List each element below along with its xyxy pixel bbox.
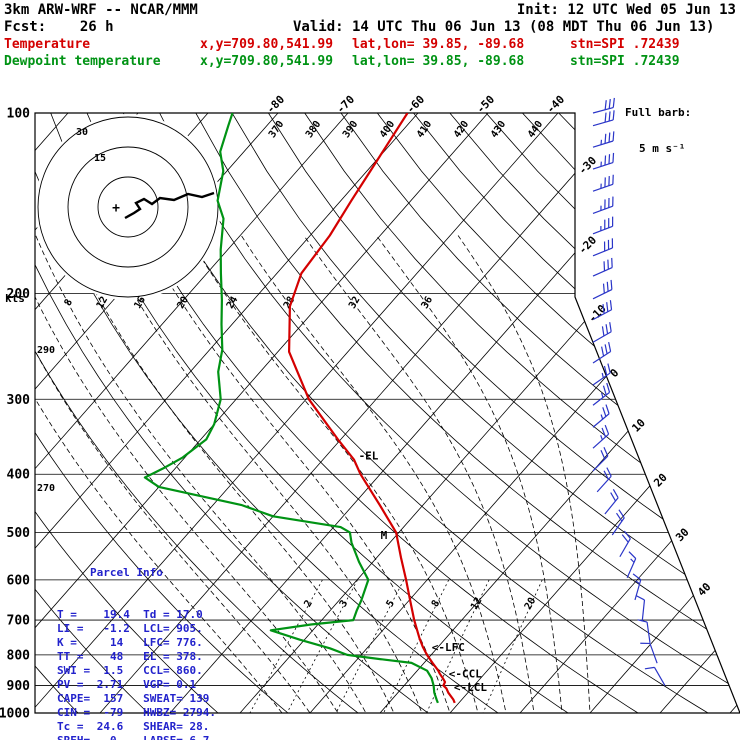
svg-text:390: 390 [341,119,360,140]
svg-text:800: 800 [7,648,31,663]
svg-text:20: 20 [175,295,191,311]
parcel-info-line: SREH= 0 LAPSE= 6.7 [57,734,216,740]
svg-text:2: 2 [302,598,315,609]
svg-text:12: 12 [469,596,485,612]
svg-text:430: 430 [489,119,508,140]
wind-barb-legend: Full barb: 5 m s⁻¹ [625,83,691,179]
fcst-hour: Fcst: 26 h [4,19,114,35]
hodograph-units-label: kts [5,292,25,305]
parcel-info-line: TT = 48 EL = 378. [57,650,203,663]
svg-text:700: 700 [7,614,31,629]
svg-text:410: 410 [415,119,434,140]
dewpoint-latlon: lat,lon= 39.85, -89.68 [352,54,525,69]
svg-text:290: 290 [37,345,55,356]
svg-text:420: 420 [452,119,471,140]
wind-barb-legend-title: Full barb: [625,106,692,119]
svg-text:30: 30 [673,526,692,545]
dewpoint-curve [143,113,439,704]
level-markers: -EL M <-LFC <-CCL<-LCL [359,449,488,694]
svg-text:-30: -30 [576,154,599,177]
svg-text:270: 270 [37,483,55,494]
parcel-info-line: LI = -1.2 LCL= 905. [57,622,203,635]
hodograph: 15 30 + [37,116,219,298]
parcel-info-lines: T = 19.4 Td = 17.0 LI = -1.2 LCL= 905. K =… [57,608,216,740]
parcel-info-line: Tc = 24.6 SHEAR= 28. [57,720,210,733]
parcel-info-line: CIN = -79 HWBZ= 2794. [57,706,216,719]
parcel-info-line: K = 14 LFC= 776. [57,636,203,649]
svg-text:1000: 1000 [0,707,30,722]
svg-text:900: 900 [7,679,31,694]
svg-text:30: 30 [76,127,88,138]
svg-text:400: 400 [378,119,397,140]
parcel-info-box: Parcel Info T = 19.4 Td = 17.0 LI = -1.2 … [57,538,216,740]
svg-text:300: 300 [7,393,31,408]
parcel-info-line: SWI = 1.5 CCL= 860. [57,664,203,677]
svg-text:8: 8 [63,297,76,308]
dewpoint-xy: x,y=709.80,541.99 [200,54,334,69]
svg-text:<-LFC: <-LFC [432,641,465,654]
svg-text:380: 380 [304,119,323,140]
dewpoint-label: Dewpoint temperature [4,54,161,69]
svg-text:<-LCL: <-LCL [454,681,487,694]
wind-barb-legend-value: 5 m s⁻¹ [639,142,686,155]
temperature-curve [288,113,456,704]
svg-text:20: 20 [651,471,670,490]
svg-text:100: 100 [7,107,31,122]
svg-text:<-CCL: <-CCL [449,668,482,681]
parcel-info-line: CAPE= 157 SWEAT= 139 [57,692,210,705]
init-time: Init: 12 UTC Wed 05 Jun 13 [516,2,736,18]
svg-text:16: 16 [132,295,148,311]
temperature-latlon: lat,lon= 39.85, -89.68 [352,37,525,52]
svg-text:8: 8 [430,598,443,609]
storm-motion-marker: + [112,201,120,216]
svg-text:20: 20 [523,596,539,612]
hodograph-backing [35,114,221,300]
svg-text:36: 36 [420,295,436,311]
wind-barbs [592,97,666,686]
dewpoint-stn: stn=SPI .72439 [570,54,680,69]
svg-text:500: 500 [7,526,31,541]
svg-text:-10: -10 [586,302,609,325]
temperature-label: Temperature [4,37,91,52]
svg-text:200: 200 [7,287,31,302]
svg-text:12: 12 [95,295,111,311]
svg-text:3: 3 [338,598,351,609]
svg-text:440: 440 [526,119,545,140]
temperature-stn: stn=SPI .72439 [570,37,680,52]
plot-frame [34,112,740,714]
parcel-info-title: Parcel Info [90,566,163,579]
svg-text:40: 40 [695,580,714,599]
sounding-curves [143,113,456,704]
svg-text:10: 10 [629,416,648,435]
model-title: 3km ARW-WRF -- NCAR/MMM [4,2,198,18]
svg-text:-20: -20 [576,234,599,257]
svg-text:M: M [381,529,388,542]
svg-text:32: 32 [347,295,363,311]
svg-text:400: 400 [7,468,31,483]
svg-text:24: 24 [225,295,241,311]
svg-text:600: 600 [7,573,31,588]
hodograph-trace [124,191,215,220]
parcel-info-line: PV = 2.71 VGP= 0.1 [57,678,197,691]
svg-text:5: 5 [385,598,398,609]
svg-text:15: 15 [94,153,106,164]
svg-text:-EL: -EL [359,449,379,462]
valid-time: Valid: 14 UTC Thu 06 Jun 13 (08 MDT Thu … [293,19,715,35]
parcel-info-line: T = 19.4 Td = 17.0 [57,608,203,621]
temperature-xy: x,y=709.80,541.99 [200,37,334,52]
